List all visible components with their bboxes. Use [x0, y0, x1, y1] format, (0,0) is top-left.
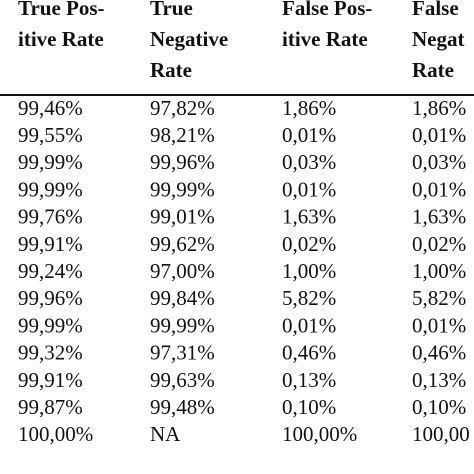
table-cell: 99,63% [150, 368, 215, 392]
table-cell: 99,99% [150, 177, 215, 201]
table-cell: 97,82% [150, 96, 215, 120]
table-cell: 97,31% [150, 341, 215, 365]
header-cell: True [150, 0, 193, 20]
table-cell: NA [150, 422, 181, 446]
table-cell: 99,84% [150, 286, 215, 310]
table-cell: 0,01% [282, 313, 336, 337]
table-cell: 0,01% [282, 123, 336, 147]
table-cell: 0,02% [412, 232, 466, 256]
table-cell: 0,01% [282, 177, 336, 201]
table-cell: 0,02% [282, 232, 336, 256]
header-cell: Negat [412, 27, 464, 51]
table-cell: 0,01% [412, 313, 466, 337]
table-cell: 1,86% [282, 96, 336, 120]
table-cell: 99,32% [18, 341, 83, 365]
table-cell: 99,01% [150, 205, 215, 229]
header-cell: Rate [412, 58, 454, 82]
table-cell: 0,10% [282, 395, 336, 419]
table-cell: 0,03% [412, 150, 466, 174]
table-cell: 1,86% [412, 96, 466, 120]
table-cell: 99,91% [18, 368, 83, 392]
table-cell: 99,99% [150, 313, 215, 337]
table-cell: 0,46% [282, 341, 336, 365]
header-cell: False Pos- [282, 0, 372, 20]
table-cell: 0,10% [412, 395, 466, 419]
header-cell: False [412, 0, 459, 20]
header-cell: Rate [150, 58, 192, 82]
table-cell: 1,00% [412, 259, 466, 283]
table-cell: 0,01% [412, 177, 466, 201]
table-cell: 99,91% [18, 232, 83, 256]
table-cell: 99,96% [150, 150, 215, 174]
table-cell: 99,99% [18, 150, 83, 174]
table-cell: 0,13% [282, 368, 336, 392]
table-cell: 5,82% [412, 286, 466, 310]
table-cell: 99,99% [18, 177, 83, 201]
header-cell: itive Rate [18, 27, 104, 51]
table-cell: 1,63% [412, 205, 466, 229]
table-cell: 0,46% [412, 341, 466, 365]
table-cell: 99,76% [18, 205, 83, 229]
table-cell: 1,63% [282, 205, 336, 229]
table-cell: 99,96% [18, 286, 83, 310]
table-cell: 99,55% [18, 123, 83, 147]
table-cell: 99,48% [150, 395, 215, 419]
table-cell: 97,00% [150, 259, 215, 283]
header-cell: Negative [150, 27, 228, 51]
table-cell: 5,82% [282, 286, 336, 310]
header-cell: itive Rate [282, 27, 368, 51]
table-cell: 0,01% [412, 123, 466, 147]
table-cell: 100,00% [18, 422, 93, 446]
table-cell: 99,87% [18, 395, 83, 419]
table-cell: 1,00% [282, 259, 336, 283]
table-cell: 0,03% [282, 150, 336, 174]
header-cell: True Pos- [18, 0, 105, 20]
table-cell: 99,99% [18, 313, 83, 337]
table-cell: 99,62% [150, 232, 215, 256]
table-cell: 98,21% [150, 123, 215, 147]
table-cell: 0,13% [412, 368, 466, 392]
table-cell: 100,00% [282, 422, 357, 446]
table-cell: 100,00 [412, 422, 470, 446]
table-cell: 99,46% [18, 96, 83, 120]
table-cell: 99,24% [18, 259, 83, 283]
